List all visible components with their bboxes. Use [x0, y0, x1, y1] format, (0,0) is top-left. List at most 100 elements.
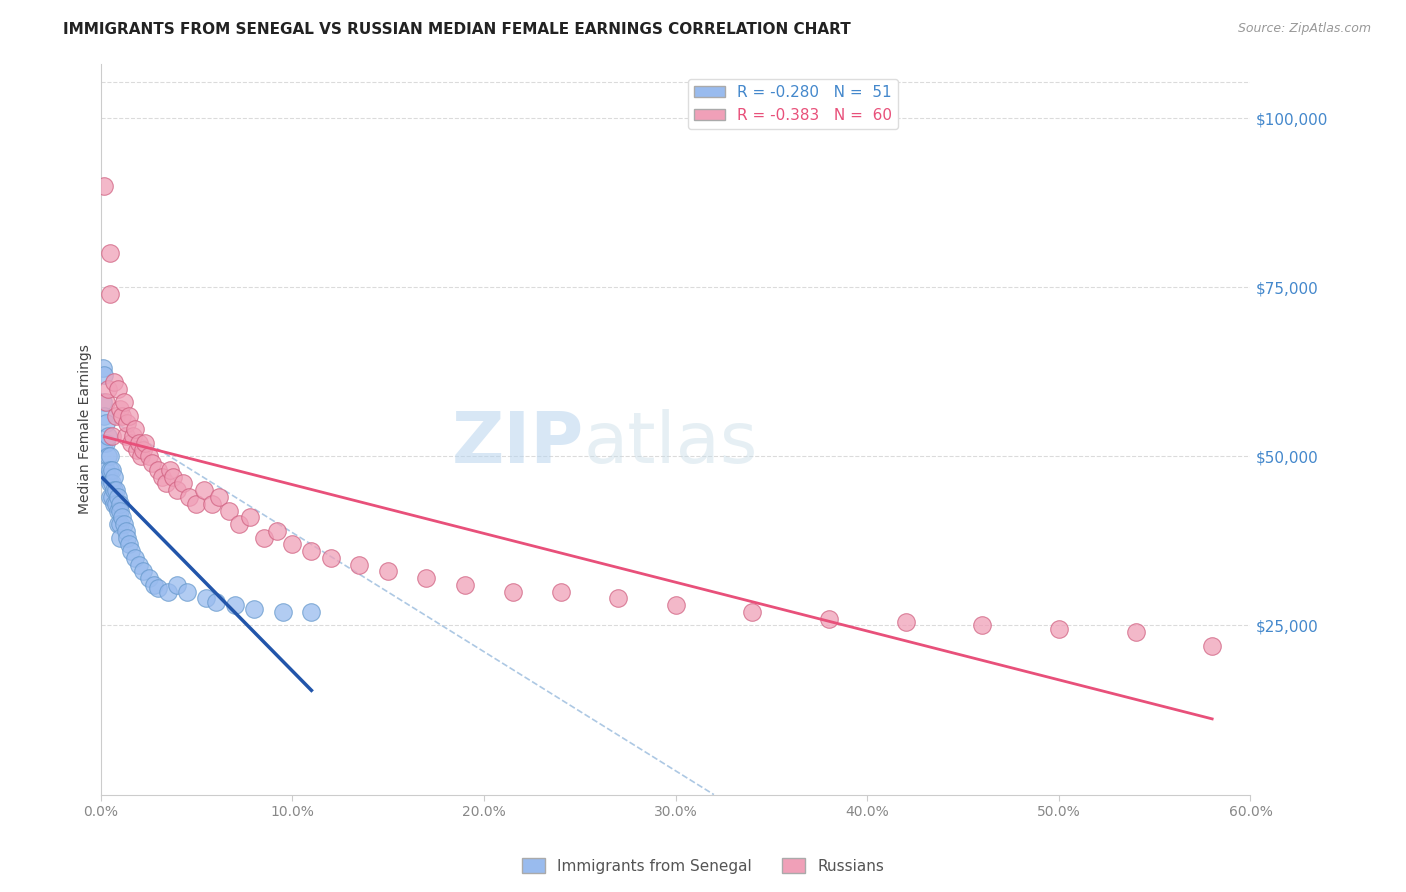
Point — [97, 469, 120, 483]
Point — [141, 456, 163, 470]
Point — [93, 435, 115, 450]
Point — [607, 591, 630, 606]
Point — [107, 503, 129, 517]
Point — [550, 584, 572, 599]
Point — [108, 497, 131, 511]
Point — [107, 516, 129, 531]
Text: ZIP: ZIP — [451, 409, 583, 478]
Point — [103, 483, 125, 498]
Point — [193, 483, 215, 498]
Point — [138, 571, 160, 585]
Point — [97, 450, 120, 464]
Point — [818, 612, 841, 626]
Point — [128, 558, 150, 572]
Point — [114, 524, 136, 538]
Point — [108, 503, 131, 517]
Point — [124, 422, 146, 436]
Point — [177, 490, 200, 504]
Point — [120, 435, 142, 450]
Point — [108, 402, 131, 417]
Point — [1201, 639, 1223, 653]
Point — [150, 469, 173, 483]
Point — [101, 490, 124, 504]
Point — [502, 584, 524, 599]
Point — [299, 605, 322, 619]
Point — [266, 524, 288, 538]
Point — [204, 595, 226, 609]
Point — [114, 429, 136, 443]
Point — [349, 558, 371, 572]
Point — [415, 571, 437, 585]
Point — [103, 469, 125, 483]
Point — [166, 483, 188, 498]
Point — [118, 409, 141, 423]
Point — [120, 544, 142, 558]
Point — [98, 450, 121, 464]
Point — [281, 537, 304, 551]
Point — [93, 409, 115, 423]
Point — [132, 442, 155, 457]
Point — [108, 516, 131, 531]
Point — [96, 463, 118, 477]
Point — [91, 361, 114, 376]
Point — [239, 510, 262, 524]
Point — [111, 409, 134, 423]
Point — [98, 476, 121, 491]
Point — [252, 531, 274, 545]
Y-axis label: Median Female Earnings: Median Female Earnings — [79, 344, 93, 515]
Point — [454, 578, 477, 592]
Text: atlas: atlas — [583, 409, 758, 478]
Point — [134, 435, 156, 450]
Point — [208, 490, 231, 504]
Point — [97, 429, 120, 443]
Point — [172, 476, 194, 491]
Point — [104, 409, 127, 423]
Point — [112, 516, 135, 531]
Text: IMMIGRANTS FROM SENEGAL VS RUSSIAN MEDIAN FEMALE EARNINGS CORRELATION CHART: IMMIGRANTS FROM SENEGAL VS RUSSIAN MEDIA… — [63, 22, 851, 37]
Point — [299, 544, 322, 558]
Point — [125, 442, 148, 457]
Point — [972, 618, 994, 632]
Point — [117, 531, 139, 545]
Point — [112, 395, 135, 409]
Legend: Immigrants from Senegal, Russians: Immigrants from Senegal, Russians — [516, 852, 890, 880]
Point — [132, 565, 155, 579]
Point — [98, 287, 121, 301]
Point — [156, 584, 179, 599]
Legend: R = -0.280   N =  51, R = -0.383   N =  60: R = -0.280 N = 51, R = -0.383 N = 60 — [688, 79, 898, 128]
Point — [224, 598, 246, 612]
Point — [97, 382, 120, 396]
Point — [195, 591, 218, 606]
Point — [162, 469, 184, 483]
Point — [98, 463, 121, 477]
Point — [91, 395, 114, 409]
Point — [1125, 625, 1147, 640]
Point — [128, 435, 150, 450]
Point — [228, 516, 250, 531]
Point — [176, 584, 198, 599]
Point — [103, 497, 125, 511]
Point — [104, 483, 127, 498]
Point — [271, 605, 294, 619]
Point — [319, 550, 342, 565]
Point — [1047, 622, 1070, 636]
Point — [96, 395, 118, 409]
Point — [96, 435, 118, 450]
Point — [218, 503, 240, 517]
Point — [122, 429, 145, 443]
Point — [138, 450, 160, 464]
Point — [93, 178, 115, 193]
Point — [201, 497, 224, 511]
Point — [101, 476, 124, 491]
Point — [155, 476, 177, 491]
Point — [103, 375, 125, 389]
Point — [146, 582, 169, 596]
Point — [129, 450, 152, 464]
Point — [98, 490, 121, 504]
Point — [101, 463, 124, 477]
Point — [108, 531, 131, 545]
Point — [111, 510, 134, 524]
Point — [146, 463, 169, 477]
Point — [166, 578, 188, 592]
Point — [159, 463, 181, 477]
